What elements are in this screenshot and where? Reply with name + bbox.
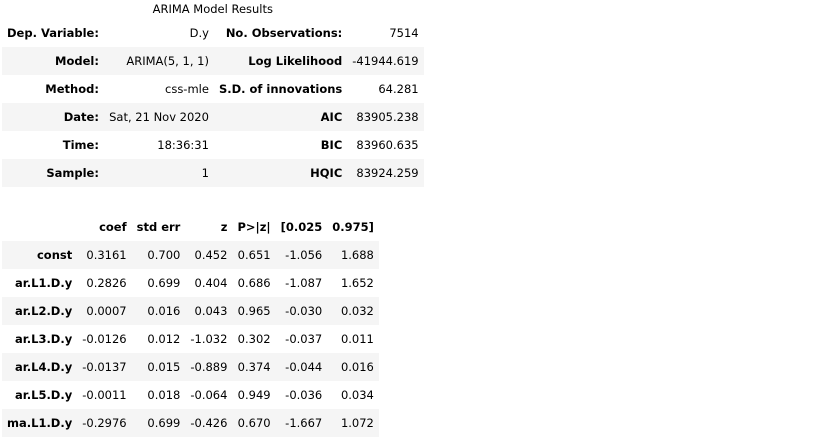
- coefficient-cell: 0.034: [340, 388, 374, 402]
- coefficients-header-row: coef std err z P>|z| [0.025 0.975]: [2, 213, 379, 241]
- summary-value: 7514: [389, 26, 419, 40]
- coefficient-cell: -1.087: [285, 276, 323, 290]
- coefficient-cell: 0.032: [340, 304, 374, 318]
- coefficient-cell: 0.700: [147, 248, 181, 262]
- coefficient-cell: -1.056: [285, 248, 323, 262]
- corner-cell: [2, 213, 77, 241]
- column-header: P>|z|: [237, 220, 271, 234]
- coefficient-cell: 0.016: [340, 360, 374, 374]
- coefficient-cell: -0.044: [285, 360, 323, 374]
- coefficient-cell: -0.0011: [82, 388, 127, 402]
- column-header: 0.975]: [332, 220, 374, 234]
- summary-label: Sample:: [46, 166, 99, 180]
- coefficient-cell: 0.949: [237, 388, 271, 402]
- coefficient-row: ar.L1.D.y 0.2826 0.699 0.404 0.686 -1.087 1.65…: [2, 269, 379, 297]
- row-label: ar.L4.D.y: [14, 360, 73, 374]
- summary-row: Dep. Variable: D.y No. Observations: 7514: [2, 19, 424, 47]
- summary-label: Date:: [63, 110, 99, 124]
- summary-row: Time: 18:36:31 BIC 83960.635: [2, 131, 424, 159]
- coefficient-cell: 1.688: [340, 248, 374, 262]
- coefficient-cell: -0.037: [285, 332, 323, 346]
- coefficient-cell: 0.012: [147, 332, 181, 346]
- summary-row: Model: ARIMA(5, 1, 1) Log Likelihood -41944…: [2, 47, 424, 75]
- row-label: ar.L1.D.y: [14, 276, 73, 290]
- coefficient-cell: 0.699: [147, 276, 181, 290]
- row-label: const: [36, 248, 73, 262]
- coefficient-cell: 0.965: [237, 304, 271, 318]
- summary-value: 83924.259: [356, 166, 419, 180]
- coefficient-cell: 1.072: [340, 416, 374, 430]
- coefficient-cell: 0.699: [147, 416, 181, 430]
- coefficient-row: ar.L5.D.y -0.0011 0.018 -0.064 0.949 -0.036 0.…: [2, 381, 379, 409]
- summary-value: 64.281: [378, 82, 419, 96]
- summary-value: -41944.619: [352, 54, 419, 68]
- summary-row: Date: Sat, 21 Nov 2020 AIC 83905.238: [2, 103, 424, 131]
- summary-label: AIC: [320, 110, 343, 124]
- summary-value: 83905.238: [356, 110, 419, 124]
- coefficient-cell: -0.064: [190, 388, 228, 402]
- coefficient-row: ma.L1.D.y -0.2976 0.699 -0.426 0.670 -1.667 1.…: [2, 409, 379, 437]
- summary-label: Model:: [55, 54, 99, 68]
- coefficient-cell: 0.452: [194, 248, 228, 262]
- column-header: std err: [136, 220, 181, 234]
- coefficient-cell: 0.404: [194, 276, 228, 290]
- coefficient-cell: 0.670: [237, 416, 271, 430]
- model-results-output: ARIMA Model Results Dep. Variable: D.y No.…: [2, 0, 424, 437]
- summary-value: D.y: [189, 26, 209, 40]
- column-header: [0.025: [280, 220, 323, 234]
- coefficient-cell: -0.2976: [82, 416, 127, 430]
- coefficient-cell: 0.015: [147, 360, 181, 374]
- summary-label: Time:: [62, 138, 99, 152]
- coefficient-cell: 0.651: [237, 248, 271, 262]
- coefficient-cell: -0.0137: [82, 360, 127, 374]
- row-label: ar.L2.D.y: [14, 304, 73, 318]
- summary-label: Dep. Variable:: [7, 26, 99, 40]
- summary-label: Method:: [45, 82, 99, 96]
- coefficient-cell: -0.030: [285, 304, 323, 318]
- summary-row: Sample: 1 HQIC 83924.259: [2, 159, 424, 187]
- coefficient-cell: -1.667: [285, 416, 323, 430]
- coefficient-cell: 0.374: [237, 360, 271, 374]
- coefficient-cell: -0.036: [285, 388, 323, 402]
- coefficient-row: ar.L3.D.y -0.0126 0.012 -1.032 0.302 -0.037 0.…: [2, 325, 379, 353]
- column-header: coef: [99, 220, 127, 234]
- coefficient-cell: 1.652: [340, 276, 374, 290]
- summary-label: Log Likelihood: [248, 54, 343, 68]
- coefficients-table: coef std err z P>|z| [0.025 0.975] const 0.316…: [2, 213, 379, 437]
- coefficient-cell: 0.2826: [86, 276, 127, 290]
- summary-value: Sat, 21 Nov 2020: [109, 110, 209, 124]
- row-label: ma.L1.D.y: [7, 416, 73, 430]
- column-header: z: [220, 220, 228, 234]
- row-label: ar.L3.D.y: [14, 332, 73, 346]
- coefficient-cell: 0.0007: [86, 304, 127, 318]
- coefficient-cell: 0.302: [237, 332, 271, 346]
- summary-value: 18:36:31: [157, 138, 209, 152]
- coefficient-row: ar.L4.D.y -0.0137 0.015 -0.889 0.374 -0.044 0.…: [2, 353, 379, 381]
- coefficient-cell: 0.016: [147, 304, 181, 318]
- coefficient-cell: 0.686: [237, 276, 271, 290]
- summary-label: S.D. of innovations: [218, 82, 343, 96]
- row-label: ar.L5.D.y: [14, 388, 73, 402]
- summary-label: HQIC: [310, 166, 343, 180]
- summary-label: BIC: [320, 138, 343, 152]
- summary-value: 83960.635: [356, 138, 419, 152]
- coefficient-row: ar.L2.D.y 0.0007 0.016 0.043 0.965 -0.030 0.03…: [2, 297, 379, 325]
- coefficient-cell: -0.426: [190, 416, 228, 430]
- summary-value: ARIMA(5, 1, 1): [126, 54, 209, 68]
- summary-label: No. Observations:: [225, 26, 343, 40]
- coefficient-cell: -0.0126: [82, 332, 127, 346]
- coefficient-cell: -0.889: [190, 360, 228, 374]
- coefficient-cell: -1.032: [190, 332, 228, 346]
- summary-table: ARIMA Model Results Dep. Variable: D.y No.…: [2, 0, 424, 187]
- summary-value: 1: [201, 166, 209, 180]
- table-caption: ARIMA Model Results: [152, 2, 273, 16]
- coefficient-cell: 0.018: [147, 388, 181, 402]
- summary-row: Method: css-mle S.D. of innovations 64.281: [2, 75, 424, 103]
- coefficient-cell: 0.3161: [86, 248, 127, 262]
- summary-value: css-mle: [165, 82, 209, 96]
- coefficient-row: const 0.3161 0.700 0.452 0.651 -1.056 1.688: [2, 241, 379, 269]
- coefficient-cell: 0.011: [340, 332, 374, 346]
- coefficient-cell: 0.043: [194, 304, 228, 318]
